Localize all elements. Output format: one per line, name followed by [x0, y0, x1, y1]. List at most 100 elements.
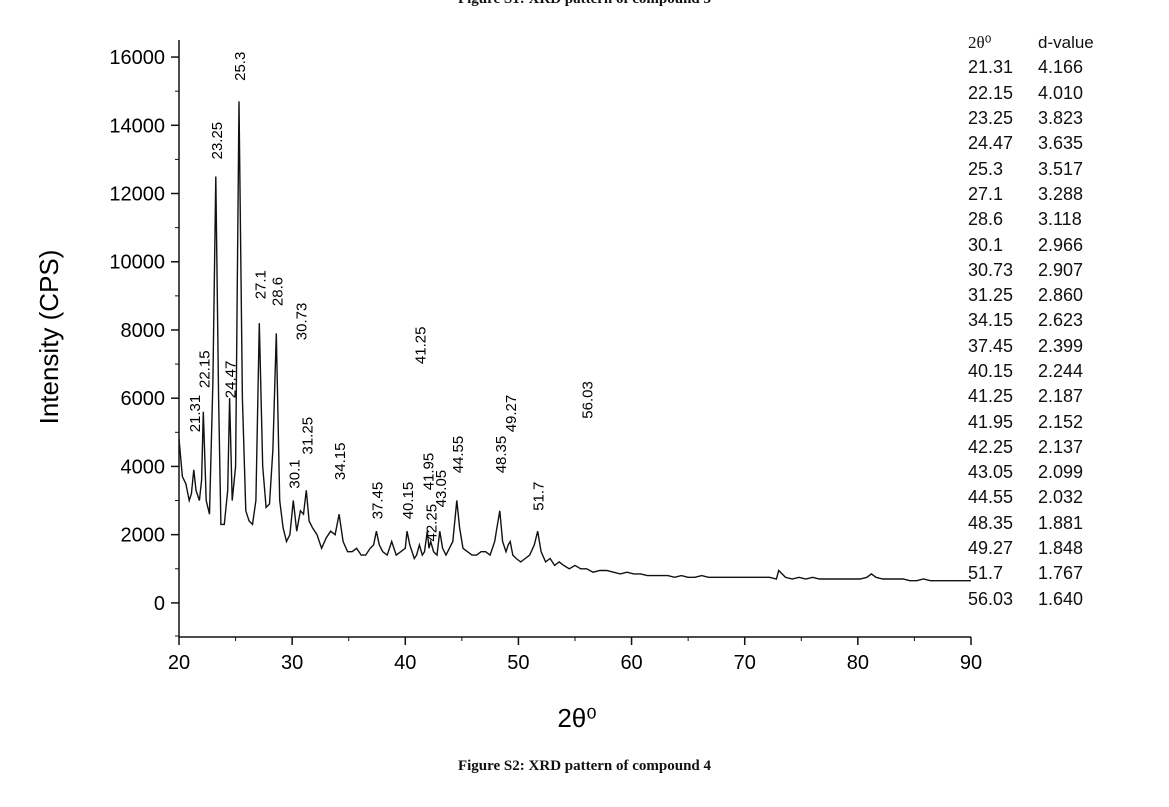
peak-label: 41.25: [412, 327, 429, 365]
d-value-cell: 2.099: [1038, 462, 1084, 483]
table-row: 49.27 1.848: [968, 536, 1118, 561]
table-row: 24.47 3.635: [968, 131, 1118, 156]
two-theta-cell: 34.15: [968, 310, 1014, 331]
table-row: 22.15 4.010: [968, 81, 1118, 106]
two-theta-cell: 21.31: [968, 57, 1014, 78]
table-row: 48.35 1.881: [968, 511, 1118, 536]
peak-label: 41.95: [420, 453, 437, 491]
peak-label: 23.25: [209, 122, 226, 160]
peak-label: 43.05: [433, 470, 450, 508]
d-value-cell: 1.881: [1038, 512, 1084, 533]
d-value-table-header: 2θ⁰ d-value: [968, 30, 1118, 55]
x-tick-label: 20: [168, 652, 190, 674]
two-theta-cell: 48.35: [968, 512, 1014, 533]
two-theta-cell: 49.27: [968, 538, 1014, 559]
two-theta-cell: 23.25: [968, 108, 1014, 129]
table-row: 37.45 2.399: [968, 334, 1118, 359]
d-value-cell: 2.966: [1038, 234, 1084, 255]
x-tick-label: 90: [960, 652, 982, 674]
y-tick-label: 6000: [121, 388, 166, 410]
x-tick-label: 50: [507, 652, 529, 674]
peak-label: 22.15: [196, 350, 213, 388]
table-row: 42.25 2.137: [968, 435, 1118, 460]
peak-label: 49.27: [503, 395, 520, 433]
y-tick-label: 4000: [121, 456, 166, 478]
peak-label: 51.7: [531, 482, 548, 511]
two-theta-cell: 56.03: [968, 588, 1014, 609]
table-row: 44.55 2.032: [968, 485, 1118, 510]
table-row: 30.1 2.966: [968, 232, 1118, 257]
table-row: 40.15 2.244: [968, 359, 1118, 384]
d-value-cell: 1.640: [1038, 588, 1084, 609]
d-value-cell: 2.137: [1038, 436, 1084, 457]
chart-ticks: 0 2000 4000 6000 8000 10000 12000 14000 16000 20 3…: [109, 47, 982, 674]
x-tick-label: 80: [847, 652, 869, 674]
table-row: 56.03 1.640: [968, 587, 1118, 612]
d-value-cell: 2.860: [1038, 285, 1084, 306]
d-value-cell: 2.623: [1038, 310, 1084, 331]
figure-caption: Figure S2: XRD pattern of compound 4: [457, 758, 712, 774]
peak-label: 42.25: [424, 504, 441, 542]
table-row: 43.05 2.099: [968, 460, 1118, 485]
y-axis-label: Intensity (CPS): [34, 250, 64, 425]
d-value-cell: 3.517: [1038, 158, 1084, 179]
xrd-pattern-line: [178, 101, 971, 582]
two-theta-cell: 51.7: [968, 563, 1004, 584]
x-axis-label: 2θ⁰: [557, 703, 596, 733]
table-row: 28.6 3.118: [968, 207, 1118, 232]
two-theta-cell: 37.45: [968, 335, 1014, 356]
peak-label: 25.3: [232, 52, 249, 81]
d-value-cell: 2.187: [1038, 386, 1084, 407]
peak-label: 56.03: [580, 381, 597, 419]
x-tick-label: 60: [620, 652, 642, 674]
d-value-table-rows: 21.31 4.166 22.15 4.010 23.25 3.823 24.47 3.635…: [968, 55, 1118, 612]
two-theta-cell: 44.55: [968, 487, 1014, 508]
y-tick-label: 14000: [109, 115, 165, 137]
table-row: 34.15 2.623: [968, 308, 1118, 333]
d-value-cell: 2.244: [1038, 361, 1084, 381]
table-row: 23.25 3.823: [968, 106, 1118, 131]
y-tick-label: 2000: [121, 525, 166, 547]
peak-label: 34.15: [332, 443, 349, 481]
y-tick-label: 16000: [109, 47, 165, 69]
peak-label: 30.1: [286, 459, 303, 488]
d-value-cell: 4.010: [1038, 82, 1084, 103]
peak-label: 48.35: [493, 436, 510, 474]
peak-label: 21.31: [187, 395, 204, 433]
two-theta-cell: 41.95: [968, 411, 1014, 432]
peak-label: 30.73: [293, 303, 310, 341]
x-tick-label: 40: [394, 652, 416, 674]
d-value-cell: 1.767: [1038, 563, 1084, 584]
y-tick-label: 0: [154, 593, 165, 615]
d-value-cell: 3.288: [1038, 183, 1084, 204]
peak-label: 37.45: [369, 482, 386, 520]
xrd-chart: 0 2000 4000 6000 8000 10000 12000 14000 16000 20 3…: [34, 40, 982, 733]
two-theta-cell: 22.15: [968, 82, 1014, 103]
two-theta-cell: 25.3: [968, 158, 1004, 179]
two-theta-cell: 42.25: [968, 436, 1014, 457]
two-theta-cell: 40.15: [968, 361, 1014, 381]
previous-figure-caption-fragment: Figure S1: XRD pattern of compound 3: [0, 0, 1169, 8]
peak-label: 31.25: [299, 417, 316, 455]
d-value-cell: 3.823: [1038, 108, 1084, 129]
d-value-cell: 3.118: [1038, 209, 1082, 230]
table-row: 25.3 3.517: [968, 156, 1118, 181]
two-theta-cell: 27.1: [968, 183, 1004, 204]
two-theta-cell: 28.6: [968, 209, 1004, 230]
table-row: 30.73 2.907: [968, 258, 1118, 283]
d-value-cell: 1.848: [1038, 538, 1084, 559]
d-value-cell: 4.166: [1038, 57, 1084, 78]
two-theta-cell: 24.47: [968, 133, 1014, 154]
x-tick-label: 70: [734, 652, 756, 674]
d-value-cell: 3.635: [1038, 133, 1084, 154]
y-tick-label: 12000: [109, 184, 165, 206]
peak-labels: 21.31 22.15 23.25 24.47 25.3 27.1 28.6 30.73 30.…: [187, 52, 597, 542]
two-theta-cell: 41.25: [968, 386, 1014, 407]
table-row: 27.1 3.288: [968, 182, 1118, 207]
two-theta-cell: 30.1: [968, 234, 1004, 255]
two-theta-cell: 30.73: [968, 259, 1014, 280]
y-tick-label: 10000: [109, 252, 165, 274]
peak-label: 40.15: [400, 482, 417, 520]
d-value-cell: 2.032: [1038, 487, 1084, 508]
table-row: 41.25 2.187: [968, 384, 1118, 409]
